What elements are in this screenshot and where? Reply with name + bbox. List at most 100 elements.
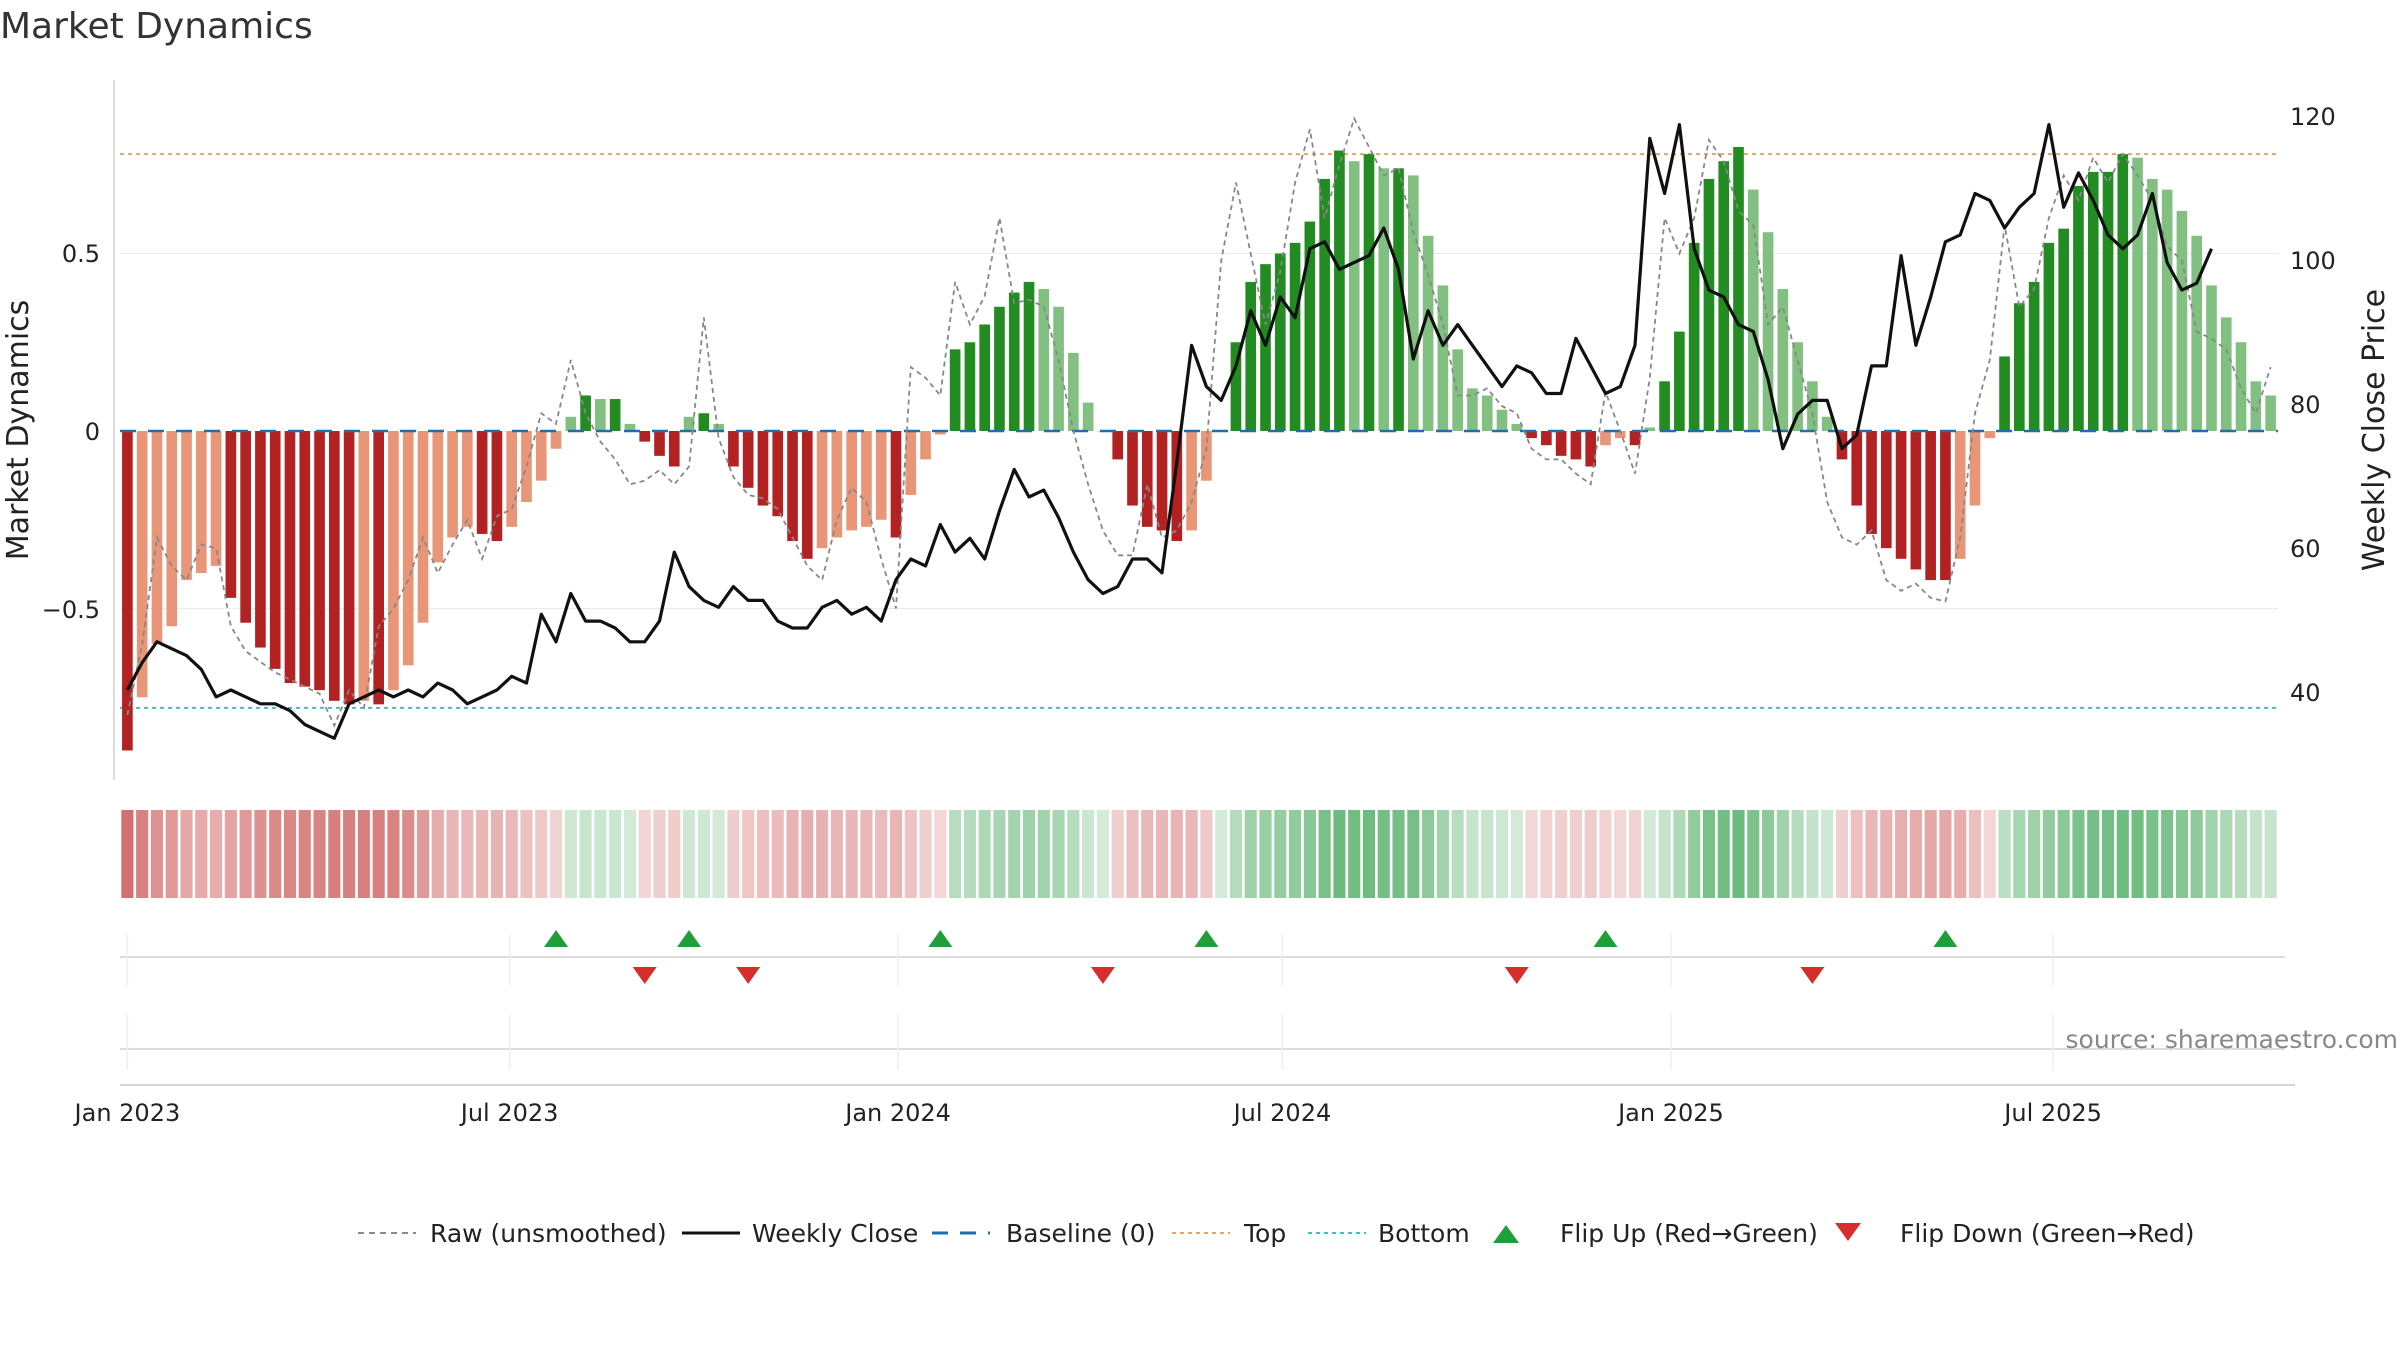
legend-item-flip-up: Flip Up (Red→Green) [1493, 1219, 1818, 1248]
strip-cell [1244, 810, 1257, 898]
strip-cell [2057, 810, 2070, 898]
y2-tick-label: 40 [2290, 679, 2321, 707]
bar [1467, 388, 1478, 431]
strip-cell [476, 810, 489, 898]
strip-cell [1318, 810, 1331, 898]
bar-series [122, 147, 2276, 751]
strip-cell [2042, 810, 2055, 898]
legend-item-weekly-close: Weekly Close [682, 1219, 918, 1248]
strip-cell [1067, 810, 1080, 898]
strip-cell [165, 810, 178, 898]
strip-cell [1377, 810, 1390, 898]
x-tick-label: Jan 2023 [73, 1099, 181, 1127]
strip-cell [150, 810, 164, 898]
bar [2220, 317, 2232, 431]
strip-cell [1436, 810, 1449, 898]
bar [225, 431, 237, 598]
weekly-close-line [125, 122, 2213, 740]
strip-cell [372, 810, 385, 898]
strip-cell [1200, 810, 1213, 898]
bar [964, 342, 976, 431]
strip-cell [1392, 810, 1405, 898]
strip-cell [1303, 810, 1316, 898]
legend-label: Bottom [1378, 1219, 1470, 1248]
strip-cell [1451, 810, 1464, 898]
strip-cell [653, 810, 666, 898]
strip-cell [1776, 810, 1789, 898]
bar [1747, 189, 1759, 431]
bar [1570, 431, 1582, 460]
bar [639, 431, 651, 442]
bar [1940, 431, 1951, 581]
strip-cell [1274, 810, 1287, 898]
bar [1792, 342, 1803, 431]
x-tick-label: Jul 2023 [459, 1099, 559, 1127]
y2-tick-label: 80 [2290, 391, 2321, 419]
strip-cell [2013, 810, 2026, 898]
bar [875, 431, 887, 520]
bar [1230, 342, 1242, 431]
strip-cell [1599, 810, 1612, 898]
strip-cell [1584, 810, 1597, 898]
strip-cell [1510, 810, 1523, 898]
bar [565, 416, 577, 431]
y-axis-right: 120 100 80 60 40 Weekly Close Price [2290, 103, 2392, 707]
bar [2161, 189, 2173, 431]
strip-cell [609, 810, 622, 898]
legend-label: Weekly Close [752, 1219, 918, 1248]
bar [1112, 431, 1124, 460]
bar [1274, 253, 1286, 431]
strip-cell [2131, 810, 2144, 898]
strip-cell [830, 810, 843, 898]
x-tick-label: Jul 2025 [2002, 1099, 2102, 1127]
bar [1304, 221, 1316, 431]
strip-cell [269, 810, 282, 898]
bar [1334, 150, 1345, 432]
bar [1555, 431, 1567, 456]
legend-item-raw: Raw (unsmoothed) [358, 1219, 667, 1248]
strip-cell [1865, 810, 1878, 898]
strip-cell [1968, 810, 1982, 898]
flip-up-marker [1593, 930, 1618, 947]
strip-cell [2146, 810, 2159, 898]
strip-cell [1525, 810, 1538, 898]
strip-cell [1037, 810, 1050, 898]
flip-up-marker [928, 930, 953, 947]
bar [255, 431, 266, 648]
bar [1156, 431, 1168, 531]
flip-up-marker [1194, 930, 1219, 947]
flip-down-marker [1090, 967, 1115, 984]
bar [1703, 178, 1715, 431]
strip-cell [402, 810, 415, 898]
bar [742, 431, 754, 488]
bar [1038, 289, 1050, 431]
bar [358, 431, 370, 701]
strip-cell [195, 810, 208, 898]
bar [935, 431, 946, 435]
strip-cell [816, 810, 829, 898]
flip-markers [120, 930, 2285, 1050]
bar [1496, 409, 1508, 431]
strip-cell [2190, 810, 2203, 898]
bar [1511, 423, 1523, 431]
bar [1068, 352, 1079, 431]
bar [2102, 171, 2114, 431]
bar [757, 431, 769, 506]
strip-cell [683, 810, 696, 898]
bar [2206, 285, 2217, 431]
bar [2058, 228, 2069, 431]
legend-label: Top [1243, 1219, 1286, 1248]
strip-cell [1170, 810, 1183, 898]
strip-cell [1111, 810, 1124, 898]
strip-cell [1614, 810, 1627, 898]
strip-cell [210, 810, 223, 898]
strip-cell [668, 810, 681, 898]
strip-cell [638, 810, 651, 898]
chart-title: Market Dynamics [0, 6, 313, 47]
strip-cell [283, 810, 297, 898]
bar [1954, 431, 1966, 559]
bar [1348, 161, 1360, 431]
bar [462, 431, 473, 527]
legend-label: Flip Down (Green→Red) [1900, 1219, 2195, 1248]
